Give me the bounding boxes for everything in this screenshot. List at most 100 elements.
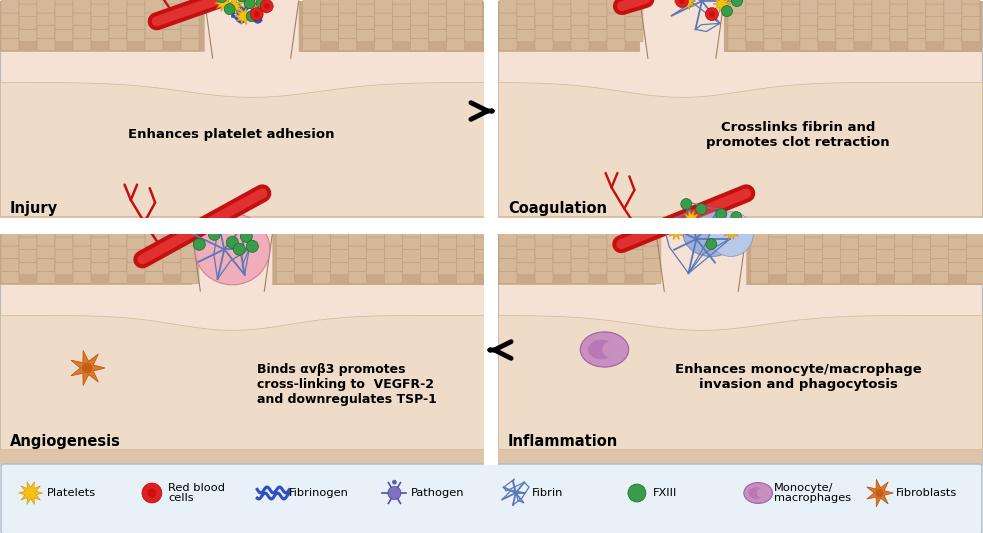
FancyBboxPatch shape [962,4,980,17]
Ellipse shape [588,340,614,359]
FancyBboxPatch shape [313,259,330,271]
FancyBboxPatch shape [836,26,854,38]
FancyBboxPatch shape [19,249,37,262]
FancyBboxPatch shape [1,464,982,533]
FancyBboxPatch shape [499,13,517,26]
FancyBboxPatch shape [912,237,930,249]
FancyBboxPatch shape [181,1,199,13]
FancyBboxPatch shape [926,17,944,29]
FancyBboxPatch shape [55,4,73,17]
FancyBboxPatch shape [446,38,465,51]
FancyBboxPatch shape [109,13,127,26]
FancyBboxPatch shape [339,38,357,51]
FancyBboxPatch shape [908,13,926,26]
Text: FXIII: FXIII [653,488,677,498]
Polygon shape [225,0,243,15]
FancyBboxPatch shape [392,4,411,17]
FancyBboxPatch shape [823,233,840,246]
FancyBboxPatch shape [876,249,895,262]
Polygon shape [238,0,256,7]
FancyBboxPatch shape [1,259,19,271]
FancyBboxPatch shape [854,4,872,17]
Polygon shape [723,0,741,3]
FancyBboxPatch shape [19,29,37,42]
FancyBboxPatch shape [163,29,181,42]
Text: Platelets: Platelets [46,488,95,498]
FancyBboxPatch shape [55,237,73,249]
FancyBboxPatch shape [800,1,818,13]
FancyBboxPatch shape [625,237,643,249]
FancyBboxPatch shape [37,233,55,246]
FancyBboxPatch shape [800,13,818,26]
FancyBboxPatch shape [895,271,912,284]
FancyBboxPatch shape [91,224,109,237]
FancyBboxPatch shape [553,29,571,42]
Polygon shape [867,479,894,507]
Circle shape [603,342,617,357]
FancyBboxPatch shape [625,262,643,275]
FancyBboxPatch shape [1,1,19,13]
FancyBboxPatch shape [769,224,786,237]
FancyBboxPatch shape [818,0,836,4]
FancyBboxPatch shape [303,26,320,38]
Circle shape [226,236,238,248]
FancyBboxPatch shape [145,246,163,259]
FancyBboxPatch shape [750,259,769,271]
FancyBboxPatch shape [163,237,181,249]
FancyBboxPatch shape [571,13,589,26]
FancyBboxPatch shape [517,29,535,42]
FancyBboxPatch shape [908,38,926,51]
FancyBboxPatch shape [91,237,109,249]
FancyBboxPatch shape [517,237,535,249]
FancyBboxPatch shape [517,17,535,29]
FancyBboxPatch shape [804,237,823,249]
FancyBboxPatch shape [553,224,571,237]
FancyBboxPatch shape [276,259,294,271]
FancyBboxPatch shape [55,17,73,29]
FancyBboxPatch shape [348,271,367,284]
Polygon shape [0,234,202,285]
FancyBboxPatch shape [625,0,643,4]
FancyBboxPatch shape [127,249,145,262]
FancyBboxPatch shape [421,271,438,284]
Circle shape [224,4,235,15]
Circle shape [213,219,225,230]
FancyBboxPatch shape [320,4,339,17]
FancyBboxPatch shape [818,4,836,17]
FancyBboxPatch shape [926,29,944,42]
FancyBboxPatch shape [535,1,553,13]
FancyBboxPatch shape [127,0,145,4]
FancyBboxPatch shape [484,0,498,465]
FancyBboxPatch shape [607,271,625,284]
FancyBboxPatch shape [764,38,781,51]
Polygon shape [71,350,105,385]
Circle shape [706,239,717,249]
FancyBboxPatch shape [858,233,876,246]
FancyBboxPatch shape [91,0,109,4]
FancyBboxPatch shape [517,0,535,4]
FancyBboxPatch shape [348,259,367,271]
FancyBboxPatch shape [607,259,625,271]
FancyBboxPatch shape [876,224,895,237]
FancyBboxPatch shape [800,38,818,51]
FancyBboxPatch shape [1,38,19,51]
FancyBboxPatch shape [607,246,625,259]
Circle shape [716,208,726,220]
Circle shape [392,480,397,484]
FancyBboxPatch shape [517,249,535,262]
FancyBboxPatch shape [339,26,357,38]
FancyBboxPatch shape [357,4,375,17]
FancyBboxPatch shape [294,262,313,275]
Circle shape [628,484,646,502]
FancyBboxPatch shape [348,246,367,259]
FancyBboxPatch shape [303,1,320,13]
Text: Enhances platelet adhesion: Enhances platelet adhesion [129,128,335,141]
FancyBboxPatch shape [786,246,804,259]
FancyBboxPatch shape [339,1,357,13]
FancyBboxPatch shape [73,246,91,259]
FancyBboxPatch shape [313,233,330,246]
FancyBboxPatch shape [127,224,145,237]
FancyBboxPatch shape [781,0,800,4]
Circle shape [254,11,260,17]
FancyBboxPatch shape [823,271,840,284]
